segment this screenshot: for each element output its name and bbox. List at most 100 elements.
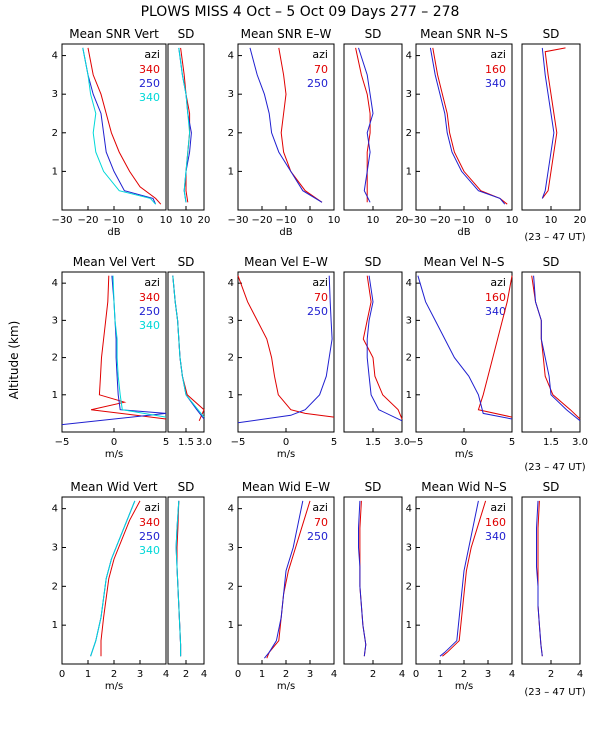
x-tick-label: −30 — [51, 215, 72, 226]
series-line — [264, 500, 304, 659]
x-axis-label: m/s — [105, 449, 123, 460]
legend-entry: 250 — [139, 305, 160, 318]
legend-entry: 250 — [307, 77, 328, 90]
panel-title: Mean Vel N–S — [424, 255, 505, 269]
y-tick-label: 3 — [52, 315, 58, 326]
x-tick-label: 3.0 — [394, 437, 410, 448]
x-tick-label: 0 — [307, 215, 313, 226]
panel-frame — [343, 43, 403, 211]
x-tick-label: 4 — [509, 669, 515, 680]
x-tick-label: 2 — [461, 669, 467, 680]
x-tick-label: 1 — [259, 669, 265, 680]
panel-frame — [167, 496, 205, 665]
figure-title: PLOWS MISS 4 Oct – 5 Oct 09 Days 277 – 2… — [141, 4, 460, 20]
x-axis-label: dB — [279, 227, 292, 238]
legend-entry: 340 — [139, 91, 160, 104]
series-line — [237, 275, 335, 418]
x-axis-label: m/s — [277, 449, 295, 460]
panel-title: SD — [543, 480, 560, 494]
x-tick-label: 1.5 — [178, 437, 194, 448]
panel-7: SD 1.5 3.0 — [167, 255, 212, 448]
panel-title: Mean Vel Vert — [73, 255, 156, 269]
x-axis-label: m/s — [455, 681, 473, 692]
y-tick-label: 1 — [52, 620, 58, 631]
legend-entry: 340 — [485, 530, 506, 543]
x-tick-label: 4 — [331, 669, 337, 680]
series-line — [90, 500, 136, 657]
legend-title: azi — [490, 48, 506, 61]
x-tick-label: 10 — [545, 215, 558, 226]
x-tick-label: −20 — [429, 215, 450, 226]
panel-9: SD 1.5 3.0 — [343, 255, 410, 448]
x-tick-label: 5 — [509, 437, 515, 448]
y-tick-label: 4 — [228, 504, 234, 515]
x-axis-label: dB — [457, 227, 470, 238]
x-tick-label: 5 — [163, 437, 169, 448]
y-tick-label: 3 — [52, 542, 58, 553]
y-tick-label: 4 — [406, 278, 412, 289]
panel-5: SD 10 20 — [521, 27, 586, 226]
y-axis-label: Altitude (km) — [7, 321, 21, 400]
y-tick-label: 2 — [52, 128, 58, 139]
x-tick-label: 2 — [111, 669, 117, 680]
y-tick-label: 3 — [228, 315, 234, 326]
panel-13: SD 2 4 — [167, 480, 207, 680]
x-tick-label: 0 — [111, 437, 117, 448]
series-line — [112, 275, 167, 418]
series-line — [536, 500, 543, 657]
x-tick-label: −20 — [251, 215, 272, 226]
legend-title: azi — [144, 48, 160, 61]
legend-entry: 250 — [139, 77, 160, 90]
series-line — [541, 47, 566, 199]
series-line — [477, 275, 513, 418]
legend-entry: 340 — [139, 516, 160, 529]
panel-frame — [343, 271, 403, 433]
x-tick-label: −10 — [453, 215, 474, 226]
series-line — [541, 47, 555, 199]
x-tick-label: −30 — [227, 215, 248, 226]
panel-frame — [521, 43, 581, 211]
legend-entry: 250 — [307, 530, 328, 543]
y-tick-label: 1 — [228, 390, 234, 401]
series-line — [358, 500, 367, 657]
x-tick-label: 20 — [396, 215, 409, 226]
y-tick-label: 2 — [406, 581, 412, 592]
y-tick-label: 4 — [52, 504, 58, 515]
panel-title: SD — [178, 480, 195, 494]
y-tick-label: 2 — [228, 128, 234, 139]
x-tick-label: 3 — [485, 669, 491, 680]
panel-frame — [167, 271, 205, 433]
panel-3: SD 10 20 — [343, 27, 409, 226]
series-line — [531, 275, 581, 420]
x-tick-label: −5 — [409, 437, 424, 448]
x-axis-label: m/s — [105, 681, 123, 692]
legend-title: azi — [312, 276, 328, 289]
x-tick-label: −20 — [77, 215, 98, 226]
series-line — [90, 275, 167, 420]
panel-1: SD 10 20 — [167, 27, 211, 226]
series-line — [355, 47, 371, 203]
legend-entry: 70 — [314, 63, 328, 76]
x-tick-label: 10 — [367, 215, 380, 226]
x-tick-label: 10 — [180, 215, 193, 226]
x-tick-label: 20 — [198, 215, 211, 226]
y-tick-label: 4 — [228, 51, 234, 62]
y-tick-label: 1 — [52, 390, 58, 401]
panel-15: SD 2 4 — [343, 480, 405, 680]
series-line — [359, 500, 367, 657]
panel-title: Mean SNR Vert — [69, 27, 159, 41]
series-line — [175, 500, 182, 657]
legend-title: azi — [490, 276, 506, 289]
x-tick-label: −5 — [55, 437, 70, 448]
y-tick-label: 3 — [406, 315, 412, 326]
series-line — [278, 47, 323, 203]
x-tick-label: 0 — [485, 215, 491, 226]
panel-11: SD 1.5 3.0 — [521, 255, 588, 448]
series-line — [266, 500, 311, 659]
time-note-row2: (23 – 47 UT) — [524, 462, 585, 473]
